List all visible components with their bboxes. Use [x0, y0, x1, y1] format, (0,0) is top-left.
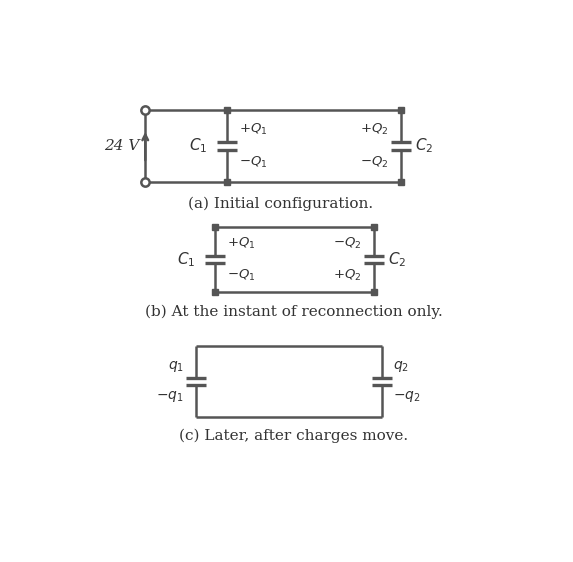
Text: $-Q_1$: $-Q_1$	[239, 155, 268, 170]
Text: $-Q_2$: $-Q_2$	[333, 236, 362, 251]
Text: $+Q_2$: $+Q_2$	[333, 268, 362, 283]
Text: (a) Initial configuration.: (a) Initial configuration.	[189, 197, 374, 211]
Text: $+Q_1$: $+Q_1$	[227, 236, 256, 251]
Text: $-Q_2$: $-Q_2$	[360, 155, 388, 170]
Text: 24 V: 24 V	[104, 139, 140, 153]
Text: $+Q_2$: $+Q_2$	[360, 121, 388, 137]
Text: (c) Later, after charges move.: (c) Later, after charges move.	[179, 429, 409, 443]
Text: $+Q_1$: $+Q_1$	[239, 121, 268, 137]
Text: $C_2$: $C_2$	[415, 137, 433, 155]
Text: $C_1$: $C_1$	[189, 137, 207, 155]
Text: $q_2$: $q_2$	[393, 359, 409, 374]
Text: $C_1$: $C_1$	[177, 250, 195, 269]
Text: $-Q_1$: $-Q_1$	[227, 268, 256, 283]
Text: $q_1$: $q_1$	[168, 359, 184, 374]
Text: $C_2$: $C_2$	[388, 250, 406, 269]
Text: (b) At the instant of reconnection only.: (b) At the instant of reconnection only.	[145, 305, 443, 319]
Text: $-q_1$: $-q_1$	[156, 389, 184, 404]
Text: $-q_2$: $-q_2$	[393, 389, 421, 404]
